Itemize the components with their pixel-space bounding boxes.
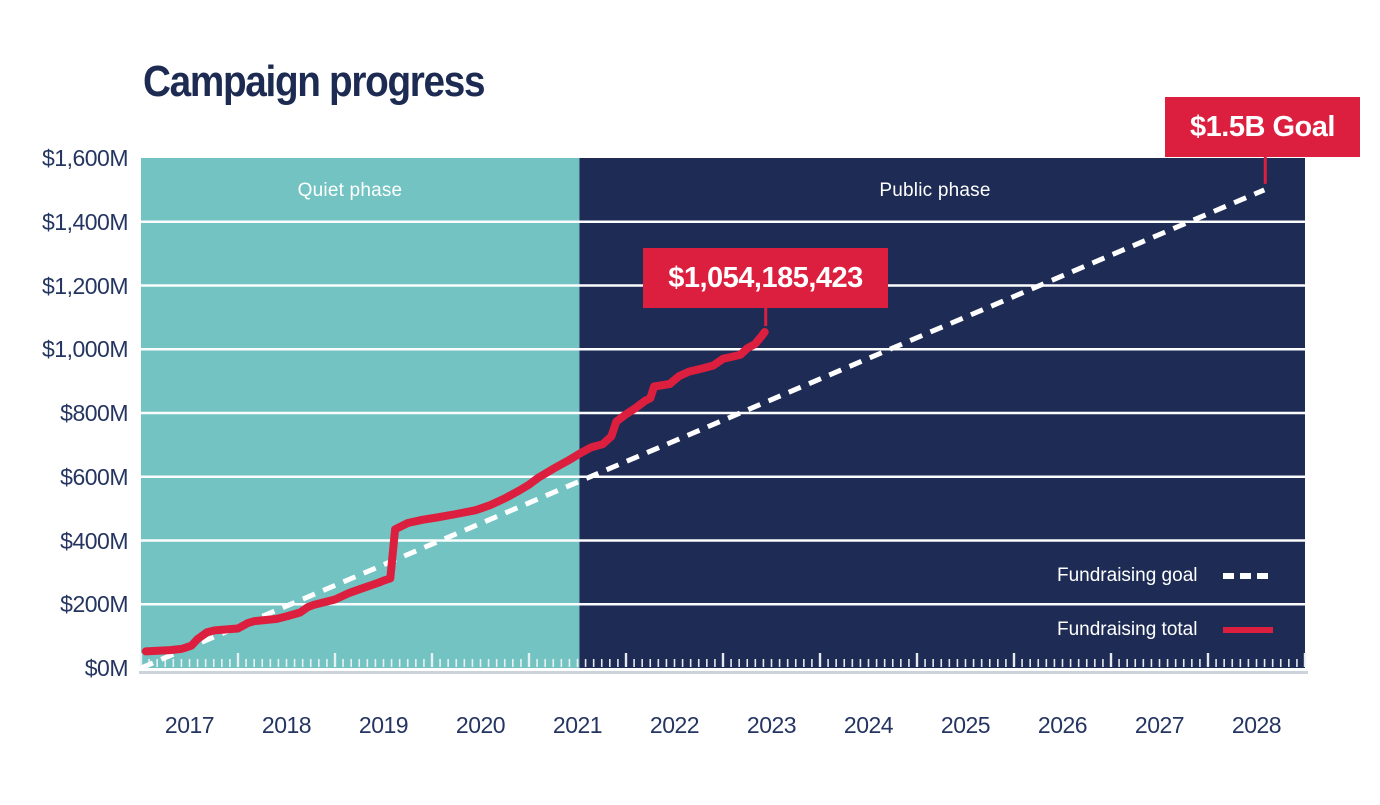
goal-callout: $1.5B Goal [1165, 97, 1360, 157]
x-axis-label: 2027 [1134, 712, 1185, 738]
legend-label-total: Fundraising total [1057, 619, 1198, 640]
fundraising-total-callout: $1,054,185,423 [643, 248, 888, 308]
x-axis-label: 2026 [1037, 712, 1088, 738]
x-axis-label: 2022 [649, 712, 700, 738]
public-phase-label: Public phase [879, 180, 991, 201]
fundraising-goal-line [140, 187, 1266, 671]
x-axis-label: 2021 [552, 712, 603, 738]
y-axis-label: $1,600M [41, 145, 129, 171]
y-axis-label: $1,200M [41, 272, 129, 299]
fundraising-total-line [141, 328, 769, 656]
legend-item-fundraising-total: Fundraising total [1057, 616, 1307, 644]
total-line-sample [1223, 627, 1273, 633]
x-axis-label: 2024 [843, 712, 894, 738]
y-axis-label: $600M [60, 463, 128, 490]
x-axis-label: 2018 [261, 712, 312, 738]
y-axis-label: $800M [60, 400, 128, 426]
x-axis-label: 2019 [358, 712, 409, 738]
y-axis-label: $400M [60, 527, 128, 554]
x-axis-label: 2023 [746, 712, 797, 738]
y-axis-label: $1,000M [41, 336, 129, 363]
goal-dashed-line-sample [1223, 573, 1269, 579]
legend-item-fundraising-goal: Fundraising goal [1057, 562, 1307, 590]
quiet-phase-label: Quiet phase [297, 180, 403, 201]
x-axis-label: 2025 [940, 712, 991, 738]
y-axis-label: $0M [84, 655, 129, 681]
y-axis-label: $1,400M [41, 208, 129, 235]
legend-label-goal: Fundraising goal [1057, 565, 1198, 586]
x-axis-label: 2020 [455, 712, 506, 738]
x-axis-label: 2028 [1231, 712, 1282, 738]
chart-title: Campaign progress [143, 57, 486, 106]
y-axis-label: $200M [60, 591, 128, 618]
x-axis-label: 2017 [164, 712, 215, 738]
